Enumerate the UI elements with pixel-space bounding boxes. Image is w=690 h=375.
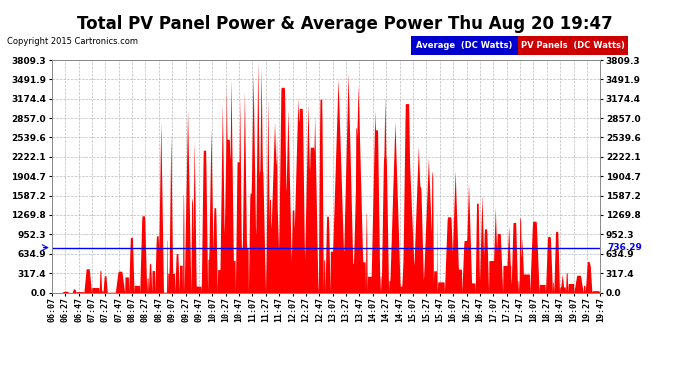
Text: Average  (DC Watts): Average (DC Watts) [416, 41, 512, 50]
Text: Copyright 2015 Cartronics.com: Copyright 2015 Cartronics.com [7, 38, 138, 46]
Text: PV Panels  (DC Watts): PV Panels (DC Watts) [521, 41, 624, 50]
Text: 736.29: 736.29 [607, 243, 642, 252]
Text: Total PV Panel Power & Average Power Thu Aug 20 19:47: Total PV Panel Power & Average Power Thu… [77, 15, 613, 33]
